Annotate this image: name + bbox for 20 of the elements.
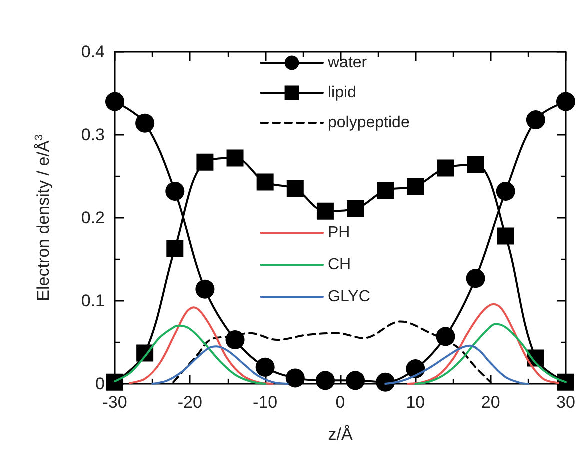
y-tick-label: 0.2 bbox=[81, 208, 105, 228]
x-tick-label: 10 bbox=[406, 393, 426, 412]
x-tick-label: -30 bbox=[102, 393, 128, 412]
y-axis-title: Electron density / e/Å3 bbox=[34, 134, 53, 302]
y-tick-label: 0 bbox=[96, 374, 105, 394]
x-tick-label: 0 bbox=[336, 393, 346, 412]
legend-label: CH bbox=[328, 256, 352, 274]
legend-label: water bbox=[327, 54, 368, 72]
legend-label: PH bbox=[328, 224, 350, 242]
legend-label: polypeptide bbox=[328, 114, 410, 132]
x-tick-label: 30 bbox=[556, 393, 576, 412]
x-tick-label: 20 bbox=[481, 393, 500, 412]
legend-label: lipid bbox=[328, 84, 356, 102]
legend-label: GLYC bbox=[328, 288, 370, 306]
y-tick-label: 0.1 bbox=[81, 292, 105, 310]
x-axis-title: z/Å bbox=[328, 425, 354, 444]
y-tick-label: 0.4 bbox=[81, 42, 105, 62]
y-tick-label: 0.3 bbox=[81, 126, 105, 144]
x-tick-label: -20 bbox=[178, 393, 202, 412]
x-tick-label: -10 bbox=[253, 393, 278, 412]
